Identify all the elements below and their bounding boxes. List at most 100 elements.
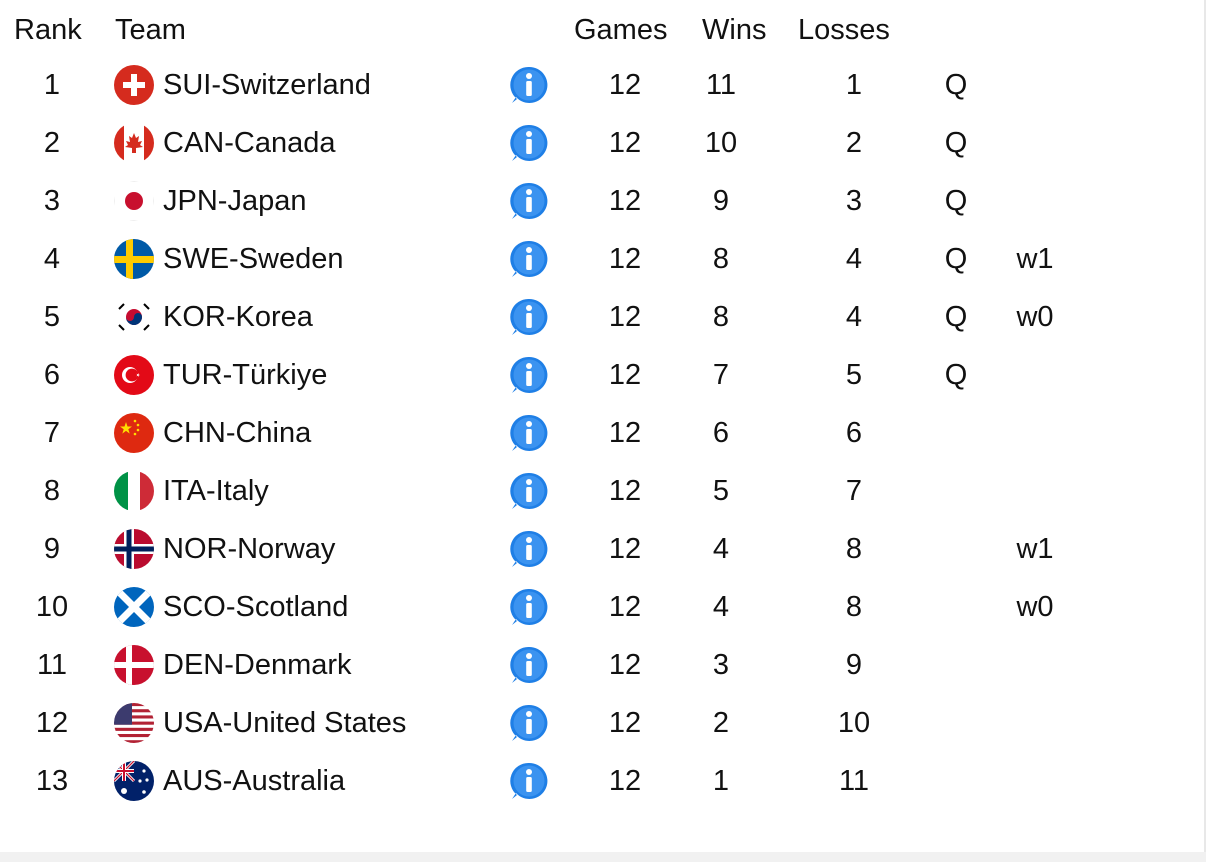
sui-flag-icon <box>114 65 154 105</box>
games-cell: 12 <box>608 69 642 101</box>
losses-cell: 2 <box>845 127 863 159</box>
rank-cell: 8 <box>43 475 61 507</box>
wins-cell: 4 <box>712 533 730 565</box>
qualified-marker <box>936 752 976 810</box>
games-cell: 12 <box>608 765 642 797</box>
losses-cell: 3 <box>845 185 863 217</box>
wins-cell: 4 <box>712 591 730 623</box>
table-row: 13 AUS-Australia 12 1 11 <box>0 752 1206 810</box>
games-cell: 12 <box>608 533 642 565</box>
qualified-marker: Q <box>944 301 968 333</box>
table-row: 7 CHN-China 12 6 6 <box>0 404 1206 462</box>
den-flag-icon <box>114 645 154 685</box>
games-cell: 12 <box>608 475 642 507</box>
table-row: 9 NOR-Norway 12 4 8 w1 <box>0 520 1206 578</box>
tiebreak-marker <box>1008 462 1062 520</box>
team-name: DEN-Denmark <box>163 649 352 681</box>
chn-flag-icon <box>114 413 154 453</box>
info-icon[interactable] <box>508 412 550 454</box>
games-cell: 12 <box>608 649 642 681</box>
info-icon[interactable] <box>508 64 550 106</box>
tiebreak-marker: w0 <box>1016 591 1054 623</box>
bottom-band <box>0 852 1206 862</box>
games-cell: 12 <box>608 185 642 217</box>
info-icon[interactable] <box>508 470 550 512</box>
info-icon[interactable] <box>508 586 550 628</box>
qualified-marker <box>936 462 976 520</box>
wins-cell: 1 <box>712 765 730 797</box>
losses-cell: 9 <box>845 649 863 681</box>
tiebreak-marker: w1 <box>1016 243 1054 275</box>
tiebreak-marker <box>1008 404 1062 462</box>
wins-cell: 9 <box>712 185 730 217</box>
usa-flag-icon <box>114 703 154 743</box>
qualified-marker: Q <box>944 359 968 391</box>
losses-cell: 5 <box>845 359 863 391</box>
table-row: 11 DEN-Denmark 12 3 9 <box>0 636 1206 694</box>
qualified-marker <box>936 636 976 694</box>
team-name: KOR-Korea <box>163 301 313 333</box>
tiebreak-marker <box>1008 172 1062 230</box>
losses-cell: 8 <box>845 533 863 565</box>
wins-cell: 8 <box>712 243 730 275</box>
losses-cell: 10 <box>837 707 871 739</box>
wins-cell: 5 <box>712 475 730 507</box>
games-cell: 12 <box>608 417 642 449</box>
tiebreak-marker <box>1008 56 1062 114</box>
info-icon[interactable] <box>508 180 550 222</box>
nor-flag-icon <box>114 529 154 569</box>
rank-cell: 11 <box>36 649 68 681</box>
info-icon[interactable] <box>508 644 550 686</box>
team-name: CHN-China <box>163 417 312 449</box>
ita-flag-icon <box>114 471 154 511</box>
losses-cell: 6 <box>845 417 863 449</box>
header-games: Games <box>574 14 668 46</box>
right-edge-divider <box>1204 0 1206 862</box>
games-cell: 12 <box>608 359 642 391</box>
losses-cell: 11 <box>838 765 870 797</box>
info-icon[interactable] <box>508 238 550 280</box>
tiebreak-marker <box>1008 752 1062 810</box>
qualified-marker <box>936 578 976 636</box>
tiebreak-marker <box>1008 346 1062 404</box>
losses-cell: 7 <box>845 475 863 507</box>
games-cell: 12 <box>608 707 642 739</box>
team-name: ITA-Italy <box>163 475 269 507</box>
team-name: USA-United States <box>163 707 407 739</box>
team-name: SWE-Sweden <box>163 243 344 275</box>
tiebreak-marker <box>1008 114 1062 172</box>
table-row: 8 ITA-Italy 12 5 7 <box>0 462 1206 520</box>
tiebreak-marker <box>1008 636 1062 694</box>
table-row: 6 TUR-Türkiye 12 7 5 Q <box>0 346 1206 404</box>
wins-cell: 6 <box>712 417 730 449</box>
header-losses: Losses <box>798 14 890 46</box>
games-cell: 12 <box>608 301 642 333</box>
qualified-marker <box>936 520 976 578</box>
rank-cell: 9 <box>43 533 61 565</box>
info-icon[interactable] <box>508 354 550 396</box>
tiebreak-marker: w1 <box>1016 533 1054 565</box>
qualified-marker: Q <box>944 69 968 101</box>
wins-cell: 2 <box>712 707 730 739</box>
table-row: 2 CAN-Canada 12 10 2 Q <box>0 114 1206 172</box>
rank-cell: 10 <box>35 591 69 623</box>
info-icon[interactable] <box>508 122 550 164</box>
qualified-marker <box>936 404 976 462</box>
team-name: NOR-Norway <box>163 533 336 565</box>
rank-cell: 7 <box>43 417 61 449</box>
info-icon[interactable] <box>508 296 550 338</box>
header-wins: Wins <box>702 14 767 46</box>
table-row: 10 SCO-Scotland 12 4 8 w0 <box>0 578 1206 636</box>
info-icon[interactable] <box>508 702 550 744</box>
info-icon[interactable] <box>508 528 550 570</box>
rank-cell: 3 <box>43 185 61 217</box>
table-row: 12 USA-United States 12 2 10 <box>0 694 1206 752</box>
qualified-marker: Q <box>944 127 968 159</box>
team-name: CAN-Canada <box>163 127 336 159</box>
info-icon[interactable] <box>508 760 550 802</box>
team-name: JPN-Japan <box>163 185 307 217</box>
tur-flag-icon <box>114 355 154 395</box>
qualified-marker: Q <box>944 243 968 275</box>
rank-cell: 1 <box>43 69 61 101</box>
losses-cell: 4 <box>845 243 863 275</box>
